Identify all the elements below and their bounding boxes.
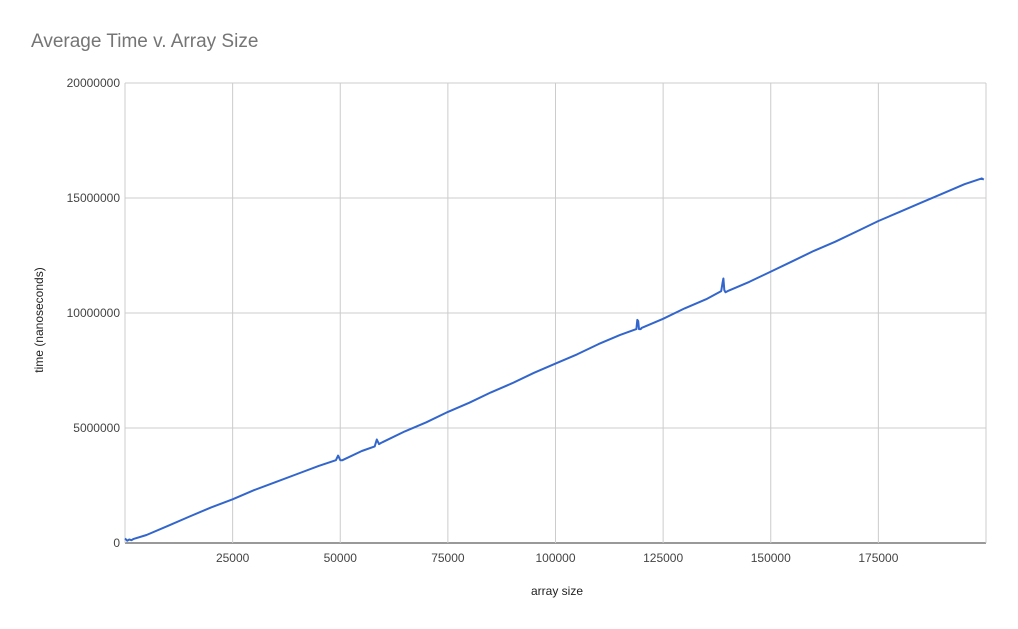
y-tick-label: 15000000 <box>67 191 121 205</box>
series-layer <box>124 177 985 542</box>
series-line <box>124 177 985 542</box>
y-tick-label: 0 <box>113 536 120 550</box>
x-tick-label: 150000 <box>751 551 791 565</box>
tick-labels: 0 5000000 10000000 15000000 20000000 25000 500… <box>67 76 899 565</box>
x-tick-label: 175000 <box>858 551 898 565</box>
x-tick-label: 100000 <box>535 551 575 565</box>
x-tick-label: 50000 <box>324 551 358 565</box>
x-tick-label: 75000 <box>431 551 465 565</box>
x-axis-label: array size <box>531 584 583 598</box>
x-tick-label: 125000 <box>643 551 683 565</box>
x-tick-label: 25000 <box>216 551 250 565</box>
y-axis-label: time (nanoseconds) <box>32 267 46 372</box>
grid-lines <box>124 82 987 544</box>
chart-title: Average Time v. Array Size <box>31 31 259 52</box>
y-tick-label: 5000000 <box>73 421 120 435</box>
y-tick-label: 20000000 <box>67 76 121 90</box>
y-tick-label: 10000000 <box>67 306 121 320</box>
